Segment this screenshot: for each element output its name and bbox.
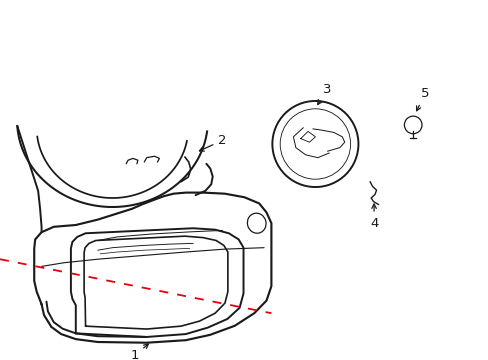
Text: 2: 2 xyxy=(199,134,226,151)
Text: 5: 5 xyxy=(416,87,429,111)
Text: 1: 1 xyxy=(130,344,148,360)
Text: 4: 4 xyxy=(369,204,378,230)
Text: 3: 3 xyxy=(317,83,331,104)
